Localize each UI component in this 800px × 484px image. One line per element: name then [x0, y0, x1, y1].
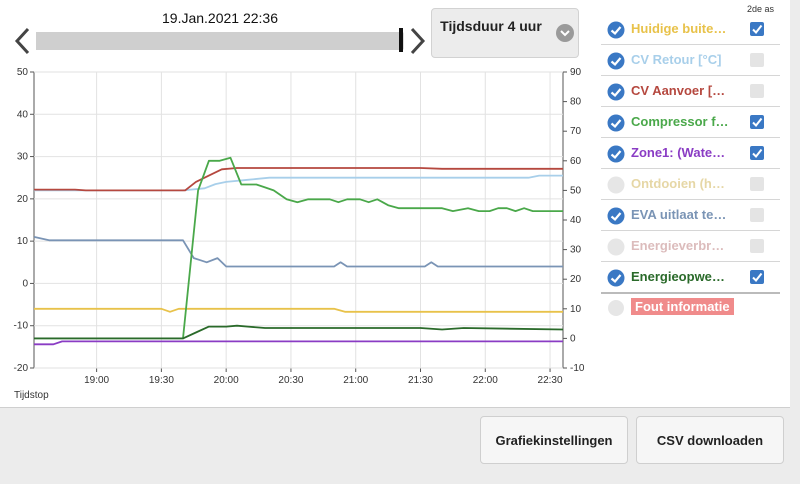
duration-dropdown[interactable]: Tijdsduur 4 uur [431, 8, 579, 58]
series-legend: 2de as Huidige buite… CV Retour [°C] CV Aa… [601, 4, 781, 294]
x-axis-label: Tijdstop [14, 390, 49, 401]
y-right-tick-label: 70 [570, 126, 582, 137]
line-chart: 19:00 19:30 20:00 20:30 21:00 21:30 22:00 22:30… [14, 67, 585, 401]
chevron-down-icon [556, 24, 574, 42]
checked-circle-icon [607, 269, 625, 287]
current-timestamp: 19.Jan.2021 22:36 [162, 10, 278, 26]
checked-circle-icon [607, 52, 625, 70]
legend-item[interactable]: Compressor f… [601, 107, 780, 138]
legend-item-label: Energieopwe… [631, 269, 725, 284]
second-axis-checkbox-checked[interactable] [750, 146, 764, 160]
checked-circle-icon [607, 207, 625, 225]
duration-label: Tijdsduur 4 uur [440, 18, 542, 34]
y-right-tick-label: 60 [570, 156, 582, 167]
y-right-tick-label: 10 [570, 304, 582, 315]
legend-item-label: Zone1: (Wate… [631, 145, 726, 160]
legend-item-label: Ontdooien (h… [631, 176, 725, 191]
second-axis-checkbox-unchecked[interactable] [750, 177, 764, 191]
chart-settings-button[interactable]: Grafiekinstellingen [480, 416, 628, 464]
legend-item[interactable]: EVA uitlaat te… [601, 200, 780, 231]
y-right-tick-label: 0 [570, 333, 576, 344]
csv-download-button[interactable]: CSV downloaden [636, 416, 784, 464]
time-slider-handle[interactable] [396, 28, 406, 52]
time-slider-fill [36, 32, 401, 50]
legend-item[interactable]: Ontdooien (h… [601, 169, 780, 200]
x-tick-label: 21:00 [343, 375, 368, 386]
y-left-tick-label: 30 [17, 152, 29, 163]
x-tick-label: 22:30 [538, 375, 563, 386]
error-info-row[interactable]: Fout informatie [601, 294, 781, 322]
second-axis-checkbox-unchecked[interactable] [750, 208, 764, 222]
y-left-tick-label: 20 [17, 194, 29, 205]
second-axis-checkbox-unchecked[interactable] [750, 53, 764, 67]
series-line [34, 324, 564, 340]
x-tick-label: 20:30 [278, 375, 303, 386]
unchecked-circle-icon [607, 238, 625, 256]
x-tick-label: 21:30 [408, 375, 433, 386]
checked-circle-icon [607, 114, 625, 132]
second-axis-checkbox-checked[interactable] [750, 22, 764, 36]
series-line [34, 307, 563, 313]
legend-item[interactable]: Energieverbr… [601, 231, 780, 262]
y-right-tick-label: 80 [570, 97, 582, 108]
time-slider[interactable] [36, 32, 404, 50]
series-line [34, 340, 563, 346]
y-right-tick-label: 50 [570, 185, 582, 196]
y-left-tick-label: -10 [14, 321, 29, 332]
chart-panel: 19.Jan.2021 22:36 Tijdsduur 4 uur 19:00 1… [0, 0, 790, 408]
plot-area [33, 71, 564, 369]
x-tick-label: 19:30 [149, 375, 174, 386]
second-axis-checkbox-checked[interactable] [750, 115, 764, 129]
legend-item-label: EVA uitlaat te… [631, 207, 727, 222]
legend-item[interactable]: CV Aanvoer [… [601, 76, 780, 107]
legend-item-label: CV Aanvoer [… [631, 83, 726, 98]
y-left-tick-label: 50 [17, 67, 29, 78]
unchecked-circle-icon [607, 176, 625, 194]
y-left-tick-label: -20 [14, 363, 29, 374]
y-left-tick-label: 10 [17, 236, 29, 247]
y-right-tick-label: 90 [570, 67, 582, 78]
series-line [34, 156, 563, 340]
y-left-tick-label: 40 [17, 109, 29, 120]
y-left-tick-label: 0 [22, 278, 28, 289]
legend-item[interactable]: Energieopwe… [601, 262, 780, 294]
y-right-tick-label: 20 [570, 274, 582, 285]
second-axis-checkbox-unchecked[interactable] [750, 84, 764, 98]
legend-item[interactable]: Zone1: (Wate… [601, 138, 780, 169]
legend-item-label: Huidige buite… [631, 21, 727, 36]
y-right-tick-label: 40 [570, 215, 582, 226]
second-axis-checkbox-unchecked[interactable] [750, 239, 764, 253]
series-line [33, 236, 563, 268]
second-axis-header: 2de as [747, 4, 775, 14]
error-radio-icon [608, 300, 624, 316]
checked-circle-icon [607, 21, 625, 39]
x-tick-label: 19:00 [84, 375, 109, 386]
x-tick-label: 22:00 [473, 375, 498, 386]
y-right-tick-label: -10 [570, 363, 585, 374]
legend-item[interactable]: Huidige buite… [601, 14, 780, 45]
legend-item-label: Compressor f… [631, 114, 729, 129]
second-axis-checkbox-checked[interactable] [750, 270, 764, 284]
y-right-tick-label: 30 [570, 245, 582, 256]
x-tick-label: 20:00 [214, 375, 239, 386]
error-info-label: Fout informatie [631, 298, 734, 315]
checked-circle-icon [607, 145, 625, 163]
checked-circle-icon [607, 83, 625, 101]
legend-item[interactable]: CV Retour [°C] [601, 45, 780, 76]
legend-item-label: Energieverbr… [631, 238, 725, 253]
legend-item-label: CV Retour [°C] [631, 52, 722, 67]
previous-period-icon[interactable] [12, 26, 34, 56]
next-period-icon[interactable] [406, 26, 428, 56]
